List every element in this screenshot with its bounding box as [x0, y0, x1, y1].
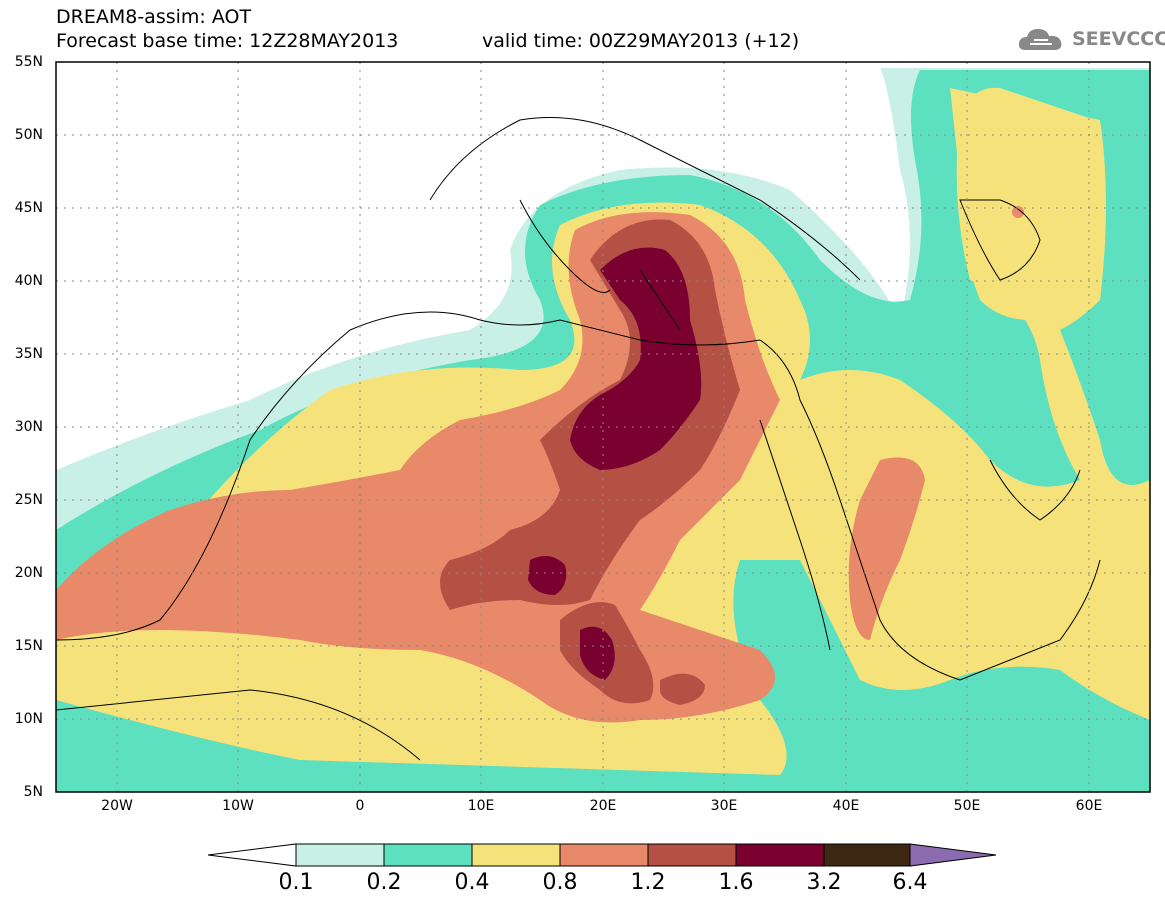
aot-band-1.6-sudan [580, 626, 615, 680]
colorbar-bin [471, 843, 561, 867]
colorbar-label: 1.6 [718, 870, 754, 895]
lat-label: 25N [14, 492, 43, 508]
aot-map [55, 61, 1151, 793]
lat-label: 10N [14, 711, 43, 727]
colorbar-label: 0.8 [542, 870, 578, 895]
lat-label: 20N [14, 565, 43, 581]
colorbar-label: 0.4 [454, 870, 490, 895]
lat-label: 30N [14, 419, 43, 435]
logo-text: SEEVCCC [1072, 28, 1165, 50]
lon-label: 10W [222, 798, 254, 814]
colorbar [207, 843, 997, 867]
lat-label: 50N [14, 127, 43, 143]
lat-label: 15N [14, 638, 43, 654]
lat-label: 35N [14, 346, 43, 362]
colorbar-label: 3.2 [806, 870, 842, 895]
map-frame [55, 61, 1151, 793]
lon-label: 60E [1075, 798, 1103, 814]
lat-label: 40N [14, 273, 43, 289]
colorbar-bin [823, 843, 911, 867]
lat-label: 45N [14, 200, 43, 216]
colorbar-bin [735, 843, 825, 867]
forecast-base-time: Forecast base time: 12Z28MAY2013 [56, 30, 399, 52]
lon-label: 50E [953, 798, 981, 814]
colorbar-bin [647, 843, 737, 867]
lon-label: 10E [467, 798, 495, 814]
colorbar-extend-high [909, 843, 997, 867]
gridlines [56, 62, 1150, 792]
colorbar-bin [383, 843, 473, 867]
aot-spot-caspian [1012, 206, 1024, 218]
valid-time: valid time: 00Z29MAY2013 (+12) [482, 30, 800, 52]
aot-band-1.6-chad [528, 556, 567, 595]
lon-label: 0 [355, 798, 365, 814]
lat-label: 5N [23, 784, 43, 800]
colorbar-bin [295, 843, 385, 867]
coastlines [56, 117, 1101, 761]
colorbar-label: 0.1 [278, 870, 314, 895]
aot-band-0.8 [56, 212, 780, 723]
colorbar-label: 1.2 [630, 870, 666, 895]
lon-label: 30E [710, 798, 738, 814]
aot-band-0.8-arabia [848, 457, 925, 640]
colorbar-label: 6.4 [892, 870, 928, 895]
chart-title: DREAM8-assim: AOT [56, 6, 252, 28]
lon-label: 40E [832, 798, 860, 814]
seevccc-logo: SEEVCCC [1016, 22, 1165, 56]
colorbar-extend-low [207, 843, 297, 867]
colorbar-label: 0.2 [366, 870, 402, 895]
lat-label: 55N [14, 54, 43, 70]
lon-label: 20W [101, 798, 133, 814]
lon-label: 20E [589, 798, 617, 814]
colorbar-bin [559, 843, 649, 867]
aot-band-1.2-se [660, 673, 705, 705]
cloud-logo-icon [1018, 29, 1062, 50]
